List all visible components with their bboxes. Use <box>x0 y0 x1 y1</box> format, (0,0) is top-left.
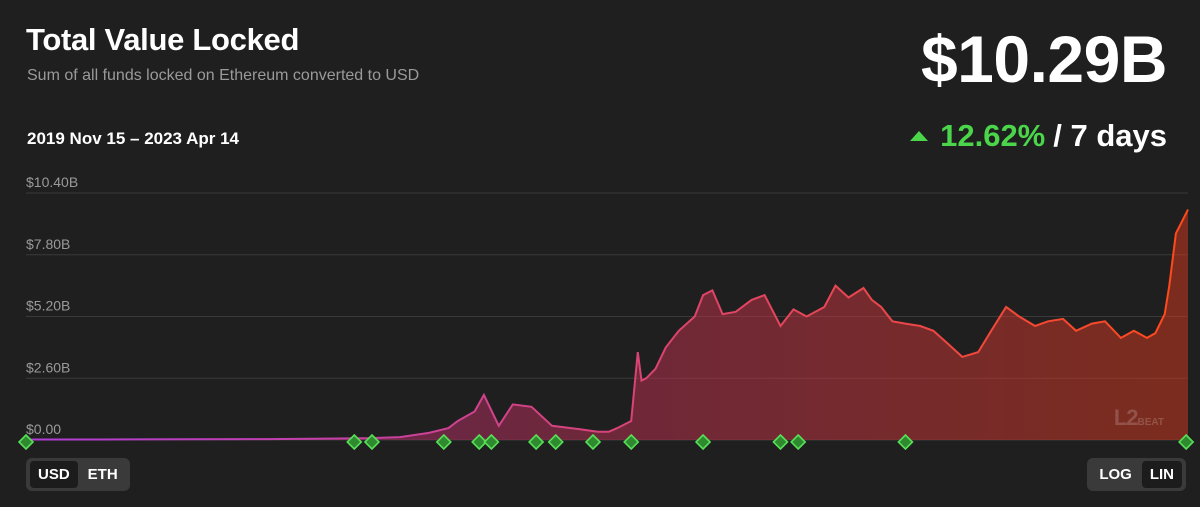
event-marker[interactable] <box>346 433 363 451</box>
y-tick-label: $10.40B <box>26 174 78 190</box>
event-marker[interactable] <box>584 433 602 451</box>
currency-option-usd[interactable]: USD <box>30 461 78 488</box>
event-marker[interactable] <box>363 433 381 451</box>
scale-toggle[interactable]: LOG LIN <box>1087 458 1186 491</box>
event-marker[interactable] <box>471 433 488 451</box>
event-marker[interactable] <box>527 433 545 451</box>
page-title: Total Value Locked <box>26 22 300 57</box>
event-marker[interactable] <box>483 433 500 451</box>
y-tick-label: $5.20B <box>26 298 70 314</box>
tvl-value: $10.29B <box>920 22 1168 96</box>
event-marker[interactable] <box>772 433 789 451</box>
y-axis-ticks: $10.40B $7.80B $5.20B $2.60B $0.00 <box>26 174 78 437</box>
event-marker[interactable] <box>435 433 452 451</box>
page-subtitle: Sum of all funds locked on Ethereum conv… <box>27 67 420 84</box>
tvl-line <box>26 209 1189 441</box>
change-indicator: 12.62% / 7 days <box>910 118 1167 154</box>
l2beat-logo: L2BEAT <box>1113 405 1164 430</box>
change-percent: 12.62% <box>940 118 1046 153</box>
y-tick-label: $2.60B <box>26 359 70 375</box>
event-marker[interactable] <box>623 433 640 451</box>
event-marker[interactable] <box>17 433 35 451</box>
date-range: 2019 Nov 15 – 2023 Apr 14 <box>27 129 240 148</box>
currency-option-eth[interactable]: ETH <box>87 466 118 483</box>
event-marker[interactable] <box>790 433 807 451</box>
scale-option-log[interactable]: LOG <box>1099 466 1132 483</box>
event-marker[interactable] <box>547 433 564 451</box>
event-marker[interactable] <box>694 433 712 451</box>
tvl-area <box>26 209 1188 440</box>
triangle-up-icon <box>910 131 929 141</box>
change-period: / 7 days <box>1053 118 1167 153</box>
y-tick-label: $0.00 <box>26 421 61 437</box>
y-tick-label: $7.80B <box>26 236 70 252</box>
currency-toggle[interactable]: USD ETH <box>26 458 130 491</box>
event-marker[interactable] <box>1177 433 1195 451</box>
event-markers <box>17 433 1195 451</box>
scale-option-lin[interactable]: LIN <box>1141 461 1182 488</box>
event-marker[interactable] <box>897 433 914 451</box>
